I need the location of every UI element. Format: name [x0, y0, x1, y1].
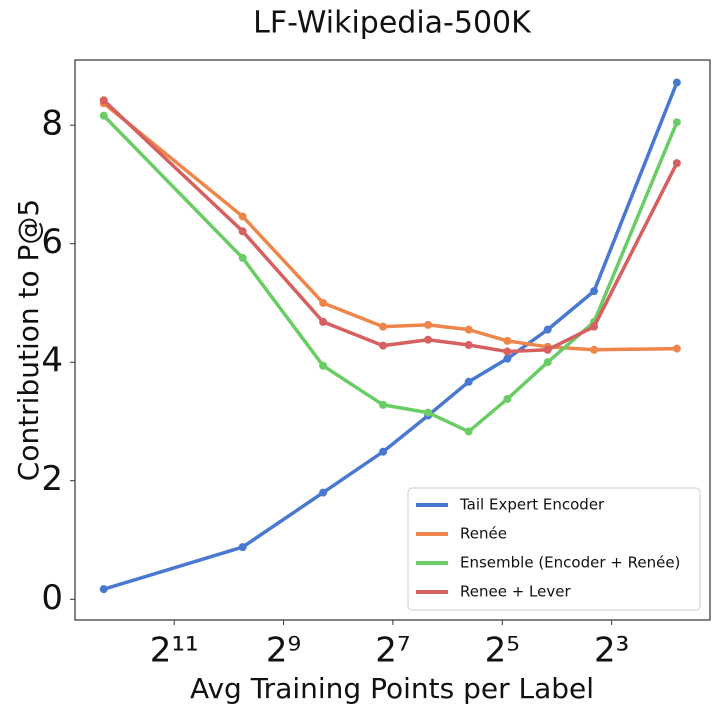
- x-axis-label: Avg Training Points per Label: [190, 672, 594, 705]
- data-point: [543, 345, 552, 354]
- data-point: [590, 322, 599, 331]
- y-tick-label: 6: [41, 222, 63, 262]
- data-point: [319, 298, 328, 307]
- data-point: [379, 341, 388, 350]
- data-point: [672, 159, 681, 168]
- legend-label: Renée: [460, 525, 507, 543]
- y-axis-label: Contribution to P@5: [12, 199, 45, 481]
- data-point: [503, 354, 512, 363]
- legend-box: [407, 487, 701, 611]
- data-point: [672, 78, 681, 87]
- data-point: [543, 358, 552, 367]
- legend-label: Renee + Lever: [460, 583, 571, 601]
- data-point: [464, 325, 473, 334]
- x-tick-label: 2⁷: [375, 631, 410, 671]
- data-point: [590, 287, 599, 296]
- data-point: [99, 96, 108, 105]
- legend-label: Tail Expert Encoder: [459, 496, 605, 514]
- legend-label: Ensemble (Encoder + Renée): [460, 554, 680, 572]
- data-point: [464, 341, 473, 350]
- data-point: [464, 427, 473, 436]
- data-point: [238, 543, 247, 552]
- series-line: [102, 99, 679, 354]
- x-tick-label: 2⁵: [485, 631, 520, 671]
- data-point: [238, 253, 247, 262]
- data-point: [503, 394, 512, 403]
- data-point: [319, 317, 328, 326]
- data-point: [503, 336, 512, 345]
- data-point: [319, 488, 328, 497]
- data-point: [543, 325, 552, 334]
- data-point: [672, 344, 681, 353]
- x-tick-label: 2¹¹: [150, 631, 199, 671]
- series-line: [102, 101, 677, 352]
- data-point: [99, 585, 108, 594]
- x-tick-label: 2⁹: [266, 631, 301, 671]
- data-point: [503, 347, 512, 356]
- data-point: [464, 377, 473, 386]
- y-tick-label: 0: [41, 578, 63, 618]
- data-point: [424, 408, 433, 417]
- x-tick-label: 2³: [594, 631, 629, 671]
- data-point: [424, 320, 433, 329]
- y-tick-label: 4: [41, 341, 63, 381]
- series-line: [103, 81, 679, 591]
- data-point: [590, 345, 599, 354]
- data-point: [424, 335, 433, 344]
- data-point: [99, 111, 108, 120]
- data-point: [238, 227, 247, 236]
- data-point: [672, 118, 681, 127]
- data-point: [238, 212, 247, 221]
- chart-title: LF-Wikipedia-500K: [253, 6, 532, 41]
- y-tick-label: 2: [41, 459, 63, 499]
- data-point: [319, 361, 328, 370]
- data-point: [379, 447, 388, 456]
- data-point: [379, 400, 388, 409]
- y-tick-label: 8: [41, 104, 63, 144]
- data-point: [379, 322, 388, 331]
- series-line: [102, 114, 679, 434]
